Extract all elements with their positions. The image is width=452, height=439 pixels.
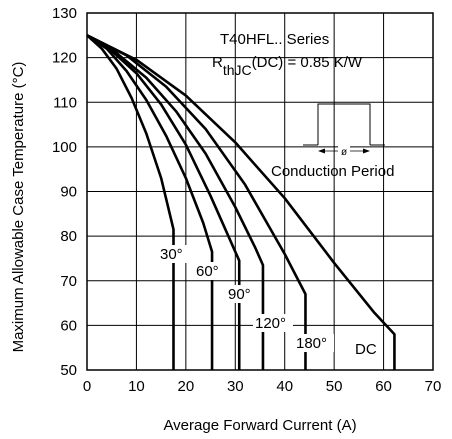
y-tick-label: 110 [53, 94, 77, 111]
curve-label-bg [294, 334, 334, 352]
curve-label-bg [158, 245, 189, 263]
y-tick-label: 130 [52, 5, 77, 22]
curve-180 [86, 34, 307, 370]
curves [86, 34, 396, 370]
y-tick-label: 70 [60, 273, 77, 290]
plot-frame [86, 12, 434, 371]
curve-label-bg [226, 285, 257, 303]
curve-labels: 30° 60° 90°120° 180° DC [158, 245, 377, 358]
y-tick-label: 120 [52, 50, 77, 67]
phi-label: ø [341, 147, 347, 158]
y-tick-label: 100 [52, 139, 77, 156]
x-tick-label: 50 [326, 378, 343, 395]
curve-60 [86, 34, 214, 370]
x-tick-label: 60 [375, 378, 392, 395]
x-tick-label: 30 [227, 378, 244, 395]
curve-label-bg [353, 340, 375, 358]
conduction-pulse [317, 103, 371, 145]
curve-label: 90° [228, 286, 251, 303]
curve-90 [86, 34, 241, 370]
series-annotation: T40HFL.. Series [220, 31, 329, 48]
dimension-arrow-right [363, 148, 370, 154]
curve-120 [86, 34, 265, 370]
x-tick-label: 40 [276, 378, 293, 395]
rth-value: (DC) = 0.85 K/W [252, 54, 363, 71]
x-tick-label: 70 [425, 378, 442, 395]
curve-label: 60° [196, 263, 219, 280]
grid [87, 13, 433, 370]
curve-label: 180° [296, 335, 327, 352]
curve-label-bg [194, 262, 225, 280]
rth-subscript: thJC [223, 62, 252, 78]
curve-dc [86, 34, 396, 370]
y-tick-label: 80 [60, 228, 77, 245]
x-axis-label: Average Forward Current (A) [163, 417, 356, 434]
y-tick-label: 90 [60, 184, 77, 201]
conduction-period-label: Conduction Period [271, 163, 394, 180]
tick-labels: 0 10 20 30 40 50 60 70 50 60 70 80 90 100 110 120 130 [52, 5, 441, 395]
conduction-period-diagram: ø Conduction Period [271, 103, 394, 180]
phi-label-bg [338, 144, 350, 157]
x-tick-label: 20 [178, 378, 195, 395]
y-tick-label: 60 [60, 317, 77, 334]
curve-label: 120° [255, 315, 286, 332]
y-tick-label: 50 [60, 362, 77, 379]
curve-label: 30° [160, 246, 183, 263]
rth-annotation: RthJC(DC) = 0.85 K/W [212, 54, 363, 78]
x-tick-label: 10 [128, 378, 145, 395]
x-tick-label: 0 [83, 378, 91, 395]
curve-label-bg [253, 314, 293, 332]
y-axis-label: Maximum Allowable Case Temperature (°C) [10, 62, 27, 353]
curve-30 [86, 34, 175, 370]
curve-label: DC [355, 341, 377, 358]
dimension-arrow-left [318, 148, 325, 154]
rth-main: R [212, 54, 223, 71]
